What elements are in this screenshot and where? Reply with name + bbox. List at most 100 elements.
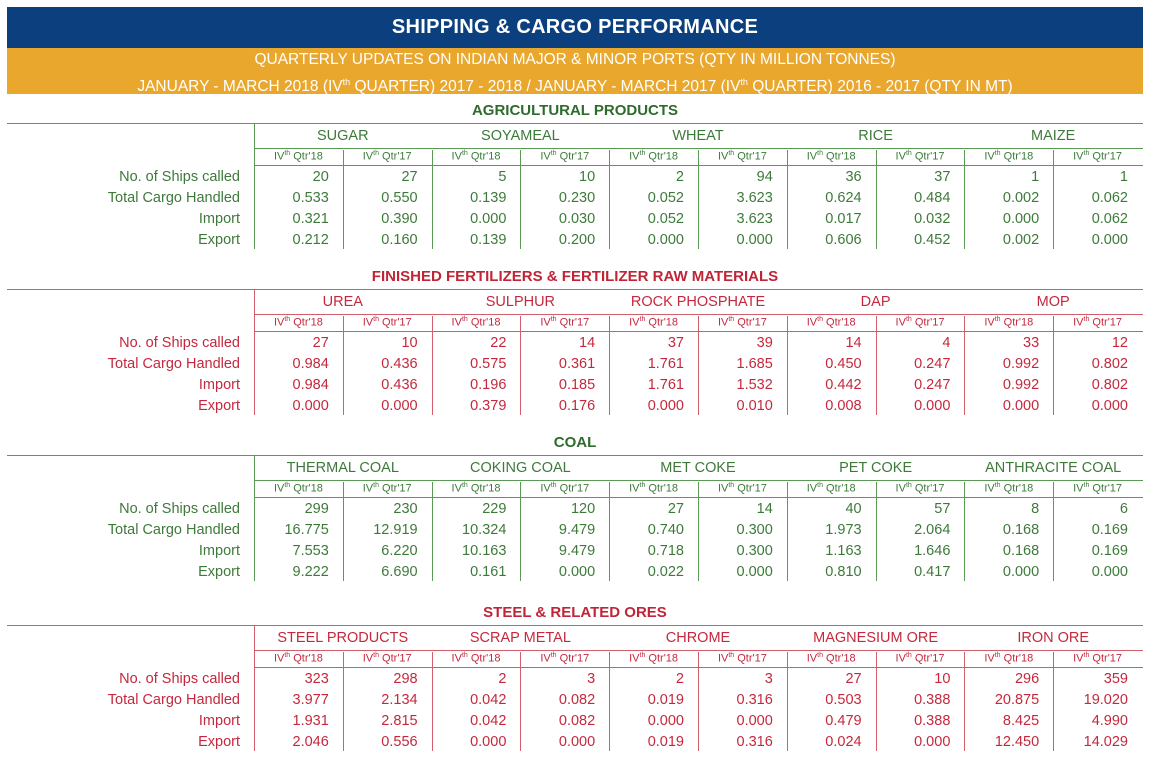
- quarter-header: IVth Qtr'18: [273, 316, 323, 329]
- table-cell: 323: [304, 671, 329, 687]
- table-cell: 0.479: [825, 713, 862, 729]
- column-divider: [431, 652, 433, 751]
- product-header: RICE: [858, 128, 893, 144]
- row-label: Import: [198, 211, 240, 227]
- table-cell: 0.388: [914, 713, 951, 729]
- table-cell: 0.052: [647, 190, 684, 206]
- table-cell: 0.000: [1002, 398, 1040, 414]
- section-2: COAL THERMAL COAL IVth Qtr'18 IVth Qtr'17 CO…: [0, 434, 1150, 584]
- column-divider: [520, 482, 522, 581]
- column-divider: [875, 652, 877, 751]
- table-cell: 4.990: [1091, 713, 1128, 729]
- table-cell: 0.002: [1002, 232, 1040, 248]
- table-cell: 0.802: [1091, 377, 1128, 393]
- quarter-header: IVth Qtr'18: [629, 652, 679, 665]
- table-cell: 0.000: [558, 734, 596, 750]
- column-divider: [786, 150, 788, 249]
- table-cell: 0.019: [647, 692, 684, 708]
- label-divider: [254, 455, 255, 581]
- quarter-header: IVth Qtr'17: [717, 652, 767, 665]
- quarter-header: IVth Qtr'17: [1073, 316, 1123, 329]
- table-cell: 1.646: [914, 543, 951, 559]
- subtitle-line-1: QUARTERLY UPDATES ON INDIAN MAJOR & MINO…: [254, 51, 896, 68]
- quarter-header: IVth Qtr'17: [717, 316, 767, 329]
- table-cell: 0.390: [381, 211, 418, 227]
- table-cell: 3.623: [736, 211, 773, 227]
- table-cell: 9.479: [558, 543, 596, 559]
- table-cell: 0.550: [381, 190, 418, 206]
- section-3: STEEL & RELATED ORES STEEL PRODUCTS IVth Q…: [0, 604, 1150, 754]
- column-divider: [1053, 150, 1055, 249]
- table-cell: 12.450: [994, 734, 1040, 750]
- table-cell: 0.062: [1091, 211, 1128, 227]
- product-header: PET COKE: [839, 460, 913, 476]
- table-cell: 0.000: [381, 398, 418, 414]
- table-cell: 57: [934, 501, 951, 517]
- table-cell: 0.200: [558, 232, 596, 248]
- table-cell: 0.802: [1091, 356, 1128, 372]
- table-cell: 0.000: [1091, 398, 1128, 414]
- quarter-header: IVth Qtr'18: [806, 482, 856, 495]
- table-cell: 8: [1031, 501, 1040, 517]
- quarter-header: IVth Qtr'17: [540, 316, 590, 329]
- quarter-header: IVth Qtr'17: [1073, 482, 1123, 495]
- column-divider: [875, 150, 877, 249]
- row-label: No. of Ships called: [119, 335, 240, 351]
- table-cell: 0.008: [825, 398, 862, 414]
- table-cell: 1.761: [647, 356, 684, 372]
- table-cell: 359: [1103, 671, 1128, 687]
- table-cell: 7.553: [292, 543, 329, 559]
- quarter-header: IVth Qtr'18: [984, 150, 1034, 163]
- table-cell: 0.168: [1002, 522, 1040, 538]
- product-underline: [254, 148, 1143, 149]
- table-cell: 0.024: [825, 734, 862, 750]
- product-header: CHROME: [665, 630, 731, 646]
- column-divider: [964, 482, 966, 581]
- quarter-header: IVth Qtr'17: [362, 652, 412, 665]
- table-cell: 9.222: [292, 564, 329, 580]
- table-cell: 37: [934, 169, 951, 185]
- section-title: AGRICULTURAL PRODUCTS: [471, 102, 679, 119]
- table-cell: 0.000: [736, 232, 773, 248]
- table-cell: 0.019: [647, 734, 684, 750]
- table-cell: 1.685: [736, 356, 773, 372]
- table-cell: 8.425: [1002, 713, 1040, 729]
- column-divider: [698, 652, 699, 751]
- table-cell: 0.022: [647, 564, 684, 580]
- column-divider: [875, 482, 877, 581]
- product-header: MET COKE: [660, 460, 736, 476]
- column-divider: [342, 652, 344, 751]
- table-cell: 1.163: [825, 543, 862, 559]
- quarter-header: IVth Qtr'17: [717, 150, 767, 163]
- table-cell: 0.442: [825, 377, 862, 393]
- quarter-header: IVth Qtr'18: [273, 150, 323, 163]
- quarter-header: IVth Qtr'17: [895, 652, 945, 665]
- row-label: No. of Ships called: [119, 671, 240, 687]
- product-header: WHEAT: [672, 128, 724, 144]
- table-cell: 0.196: [470, 377, 507, 393]
- table-cell: 0.000: [1091, 564, 1128, 580]
- table-cell: 296: [1014, 671, 1040, 687]
- table-cell: 3: [587, 671, 596, 687]
- row-label: Export: [198, 734, 240, 750]
- table-cell: 0.042: [470, 692, 507, 708]
- product-header: ANTHRACITE COAL: [985, 460, 1122, 476]
- quarter-header: IVth Qtr'17: [540, 482, 590, 495]
- table-cell: 0.624: [825, 190, 862, 206]
- quarter-header: IVth Qtr'18: [629, 150, 679, 163]
- table-cell: 0.082: [558, 713, 596, 729]
- table-cell: 0.556: [381, 734, 418, 750]
- section-top-rule: [7, 123, 1143, 124]
- quarter-header: IVth Qtr'18: [629, 482, 679, 495]
- quarter-header: IVth Qtr'18: [451, 482, 501, 495]
- product-header: SOYAMEAL: [481, 128, 560, 144]
- table-cell: 0.002: [1002, 190, 1040, 206]
- section-top-rule: [7, 625, 1143, 626]
- table-cell: 14: [579, 335, 596, 351]
- table-cell: 36: [845, 169, 862, 185]
- quarter-header: IVth Qtr'17: [540, 150, 590, 163]
- table-cell: 0.321: [292, 211, 329, 227]
- table-cell: 0.176: [558, 398, 596, 414]
- quarter-header: IVth Qtr'18: [984, 652, 1034, 665]
- column-divider: [698, 482, 699, 581]
